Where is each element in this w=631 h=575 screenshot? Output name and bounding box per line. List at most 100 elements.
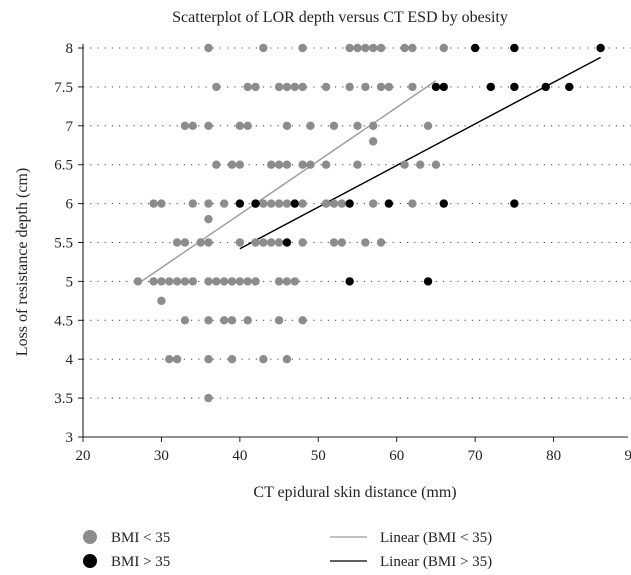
point-bmi-under-35 [416,160,425,169]
point-bmi-under-35 [290,277,299,286]
point-bmi-under-35 [384,82,394,92]
point-bmi-under-35 [251,82,260,92]
point-bmi-under-35 [157,277,166,286]
y-tick-label: 7.5 [54,80,73,96]
point-bmi-under-35 [337,199,347,208]
point-bmi-under-35 [204,393,213,403]
point-bmi-under-35 [196,238,205,247]
point-bmi-under-35 [274,199,284,208]
y-tick-label: 4 [66,352,74,368]
point-bmi-over-35 [282,238,292,247]
point-bmi-under-35 [251,238,260,247]
point-bmi-under-35 [282,277,292,286]
point-bmi-under-35 [243,82,252,92]
point-bmi-under-35 [321,160,331,169]
point-bmi-under-35 [180,316,190,325]
legend-marker-bmi-under-35 [83,530,97,544]
point-bmi-under-35 [165,277,174,286]
point-bmi-under-35 [227,316,237,325]
point-bmi-under-35 [243,121,252,130]
point-bmi-under-35 [212,277,221,286]
point-bmi-under-35 [204,43,213,53]
point-bmi-under-35 [408,199,417,208]
point-bmi-under-35 [204,199,213,208]
legend-marker-bmi-over-35 [83,554,97,568]
point-bmi-under-35 [188,199,197,208]
point-bmi-over-35 [510,43,519,53]
point-bmi-over-35 [251,199,260,208]
point-bmi-under-35 [157,199,166,208]
y-axis-ticks: 3 3.5 4 4.5 5 5.5 6 6.5 7 7.5 8 [54,41,83,446]
axes [82,44,628,438]
point-bmi-over-35 [439,199,448,208]
point-bmi-under-35 [321,82,331,92]
point-bmi-under-35 [235,277,245,286]
point-bmi-under-35 [282,199,292,208]
point-bmi-under-35 [368,43,378,53]
point-bmi-under-35 [361,82,370,92]
point-bmi-over-35 [431,82,441,92]
point-bmi-under-35 [235,160,245,169]
point-bmi-under-35 [259,43,268,53]
x-tick-label: 20 [76,448,91,464]
y-tick-label: 5.5 [54,236,73,252]
x-tick-label: 60 [389,448,404,464]
point-bmi-under-35 [180,238,190,247]
point-bmi-under-35 [353,43,362,53]
point-bmi-under-35 [180,121,190,130]
point-bmi-under-35 [227,355,237,364]
point-bmi-under-35 [188,121,197,130]
point-bmi-under-35 [345,43,354,53]
point-bmi-under-35 [227,277,237,286]
point-bmi-under-35 [329,199,339,208]
point-bmi-under-35 [180,277,190,286]
point-bmi-under-35 [149,277,158,286]
point-bmi-under-35 [204,277,213,286]
point-bmi-under-35 [274,82,284,92]
point-bmi-under-35 [282,355,292,364]
y-tick-label: 6 [66,197,74,213]
point-bmi-under-35 [204,316,213,325]
point-bmi-under-35 [149,199,158,208]
point-bmi-over-35 [486,82,496,92]
chart-title: Scatterplot of LOR depth versus CT ESD b… [172,9,508,26]
point-bmi-over-35 [423,277,433,286]
point-bmi-under-35 [408,82,417,92]
point-bmi-under-35 [321,199,331,208]
point-bmi-under-35 [204,238,213,247]
point-bmi-under-35 [227,160,237,169]
y-tick-label: 6.5 [54,158,73,174]
point-bmi-under-35 [298,43,307,53]
point-bmi-under-35 [204,214,213,224]
point-bmi-under-35 [329,238,339,247]
point-bmi-under-35 [212,160,221,169]
y-tick-label: 8 [66,41,74,57]
point-bmi-under-35 [274,316,284,325]
point-bmi-under-35 [353,160,362,169]
point-bmi-under-35 [259,199,268,208]
point-bmi-under-35 [133,277,143,286]
point-bmi-under-35 [274,277,284,286]
point-bmi-under-35 [204,355,213,364]
x-tick-label: 90 [625,448,631,464]
point-bmi-under-35 [298,199,307,208]
point-bmi-under-35 [408,43,417,53]
point-bmi-over-35 [345,199,354,208]
point-bmi-under-35 [306,160,315,169]
x-tick-label: 40 [232,448,247,464]
point-bmi-over-35 [384,199,394,208]
y-tick-label: 3 [66,430,74,446]
point-bmi-under-35 [353,121,362,130]
point-bmi-under-35 [376,82,386,92]
y-tick-label: 3.5 [54,391,73,407]
gridlines [83,47,631,399]
point-bmi-under-35 [259,238,268,247]
x-tick-label: 80 [546,448,561,464]
legend-label-bmi-under-35: BMI < 35 [111,530,170,546]
point-bmi-over-35 [439,82,448,92]
point-bmi-under-35 [219,199,229,208]
point-bmi-under-35 [274,160,284,169]
point-bmi-under-35 [282,82,292,92]
point-bmi-under-35 [298,160,307,169]
